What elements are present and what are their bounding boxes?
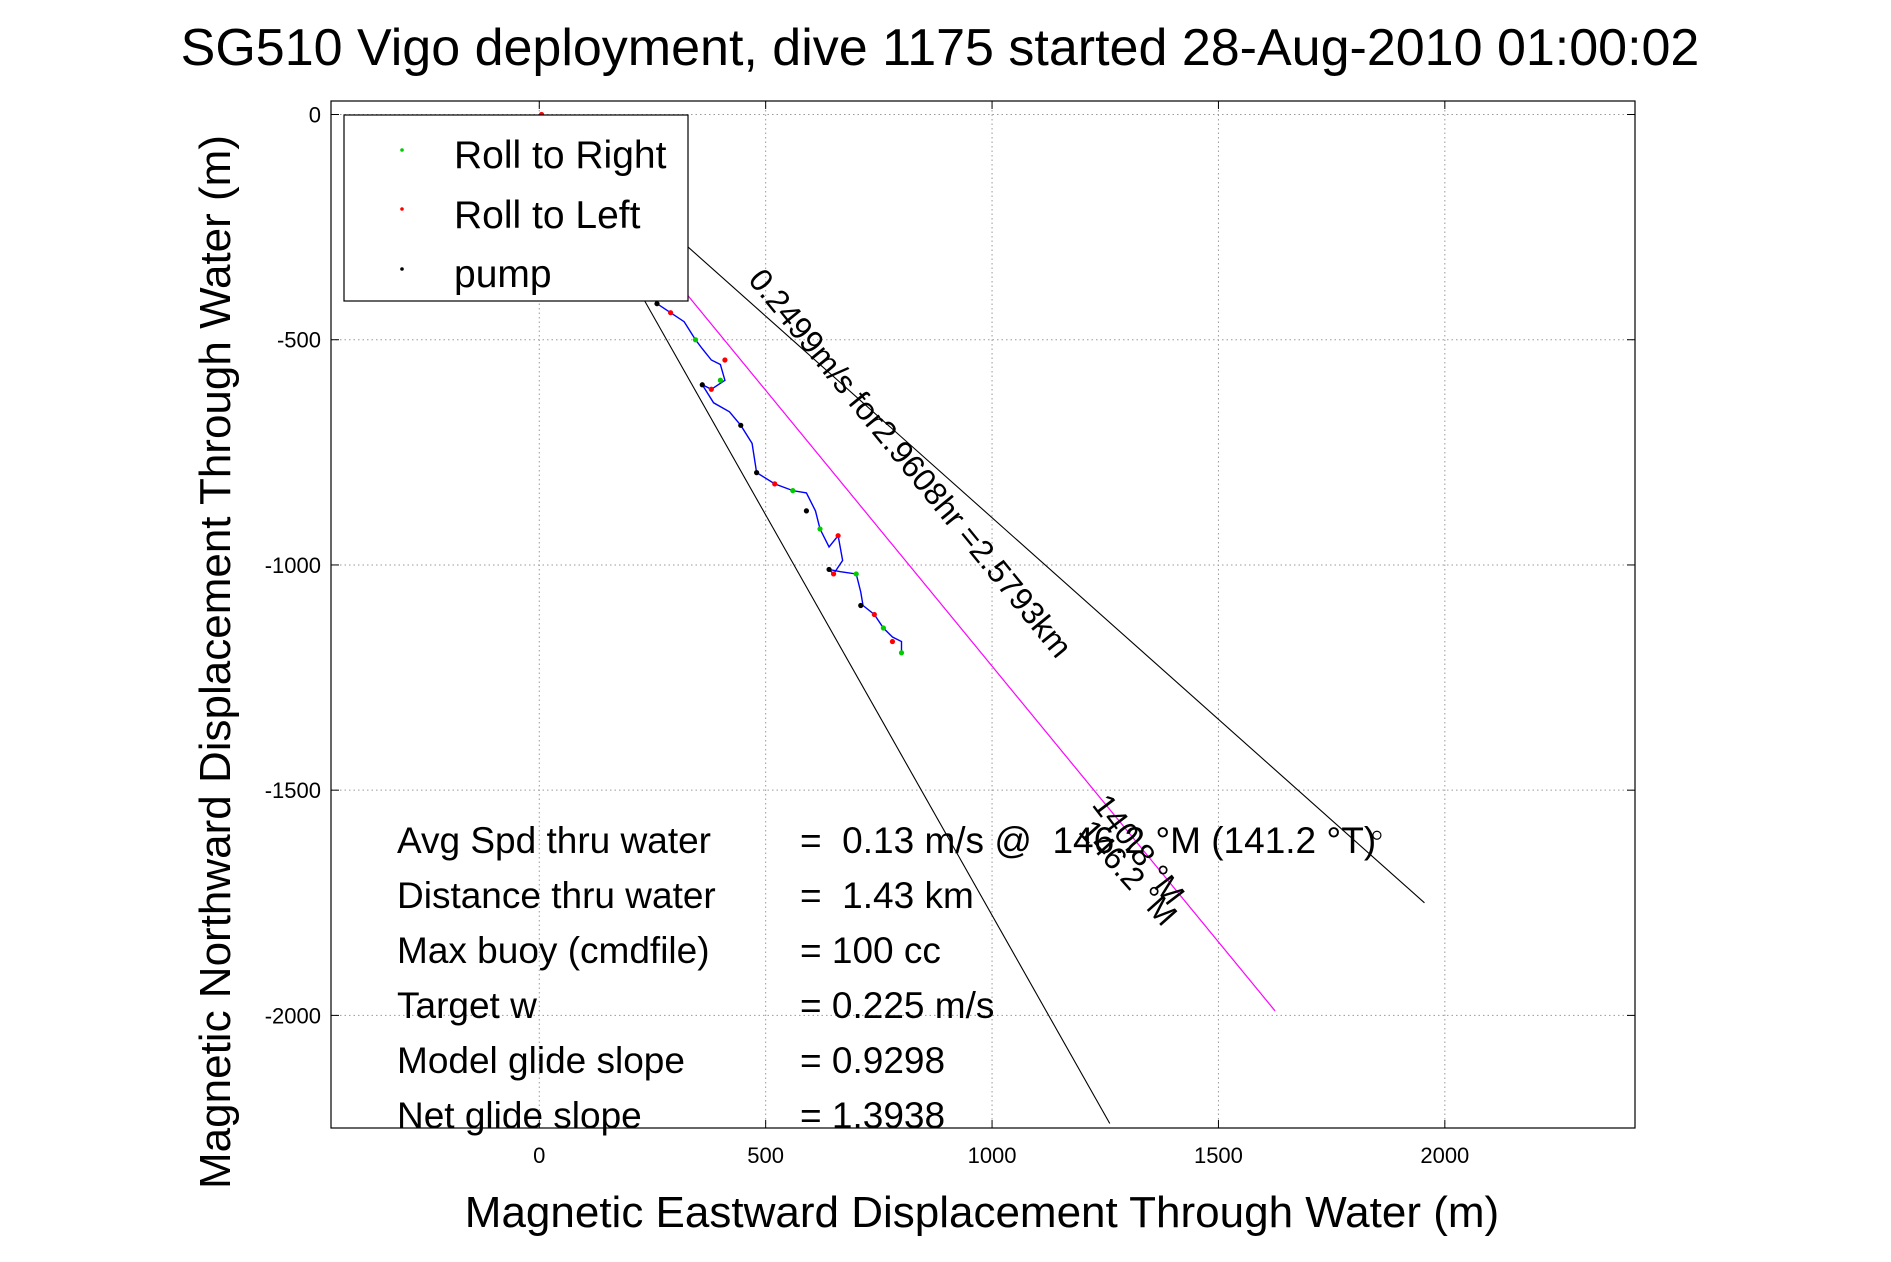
legend-label-roll-right: Roll to Right xyxy=(454,134,667,177)
x-tick-label: 1500 xyxy=(1194,1143,1243,1168)
legend-label-pump: pump xyxy=(454,253,552,296)
roll-left-point xyxy=(722,357,728,363)
roll-left-point xyxy=(708,386,714,392)
roll-left-point xyxy=(889,638,896,645)
annotation-value: = 1.43 km xyxy=(800,875,974,916)
x-axis-ticks: 0 500 1000 1500 2000 xyxy=(533,101,1469,1168)
pump-point xyxy=(826,566,832,573)
pump-point xyxy=(699,382,705,388)
roll-right-point xyxy=(717,377,723,383)
pump-point xyxy=(858,602,864,609)
roll-right-point xyxy=(692,337,699,343)
roll-right-point xyxy=(853,571,859,577)
legend-marker-pump xyxy=(400,267,404,271)
y-tick-label: -1500 xyxy=(265,778,321,803)
x-tick-label: 0 xyxy=(533,1143,545,1168)
y-tick-label: 0 xyxy=(309,103,321,128)
y-axis-ticks: 0 -500 -1000 -1500 -2000 xyxy=(265,103,1635,1028)
y-tick-label: -2000 xyxy=(265,1003,321,1028)
pump-point xyxy=(754,470,760,476)
roll-right-point xyxy=(880,625,886,631)
roll-left-point xyxy=(871,611,877,618)
legend-marker-roll-left xyxy=(400,207,404,211)
annotation-label: Max buoy (cmdfile) xyxy=(397,930,710,971)
legend-label-roll-left: Roll to Left xyxy=(454,194,641,237)
annotation-value: = 0.13 m/s @ 146.2 °M (141.2 °T) xyxy=(800,820,1376,861)
roll-right-point xyxy=(898,650,905,656)
pump-point xyxy=(654,301,660,307)
plot-area-frame xyxy=(330,100,1636,1129)
roll-right-point xyxy=(817,526,823,532)
x-tick-label: 500 xyxy=(747,1143,784,1168)
roll-left-point xyxy=(772,481,778,487)
annotation-label: Avg Spd thru water xyxy=(397,820,711,861)
roll-left-point xyxy=(830,571,837,577)
annotation-label: Target w xyxy=(397,985,537,1026)
x-tick-label: 2000 xyxy=(1420,1143,1469,1168)
y-tick-label: -500 xyxy=(277,328,321,353)
annotation-value: = 0.9298 xyxy=(800,1040,945,1081)
annotation-value: = 0.225 m/s xyxy=(800,985,994,1026)
y-tick-label: -1000 xyxy=(265,553,321,578)
roll-left-point xyxy=(835,533,841,539)
roll-left-point xyxy=(667,310,674,316)
pump-point xyxy=(803,508,810,514)
roll-right-point xyxy=(790,488,796,494)
annotation-label: Net glide slope xyxy=(397,1095,642,1136)
chart-title: SG510 Vigo deployment, dive 1175 started… xyxy=(181,19,1700,77)
annotation-block: Avg Spd thru water = 0.13 m/s @ 146.2 °M… xyxy=(397,820,1376,1136)
projection-label: 0.2499m/s for2.9608hr =2.5793km xyxy=(742,262,1080,665)
x-tick-label: 1000 xyxy=(968,1143,1017,1168)
legend-marker-roll-right xyxy=(400,148,404,152)
y-axis-label: Magnetic Northward Displacement Through … xyxy=(191,135,240,1189)
x-axis-label: Magnetic Eastward Displacement Through W… xyxy=(465,1188,1499,1237)
projected-end-marker xyxy=(1372,830,1382,840)
annotation-value: = 100 cc xyxy=(800,930,941,971)
legend: Roll to Right Roll to Left pump xyxy=(343,114,689,302)
annotation-label: Distance thru water xyxy=(397,875,716,916)
pump-point xyxy=(738,422,744,428)
annotation-value: = 1.3938 xyxy=(800,1095,945,1136)
annotation-label: Model glide slope xyxy=(397,1040,685,1081)
